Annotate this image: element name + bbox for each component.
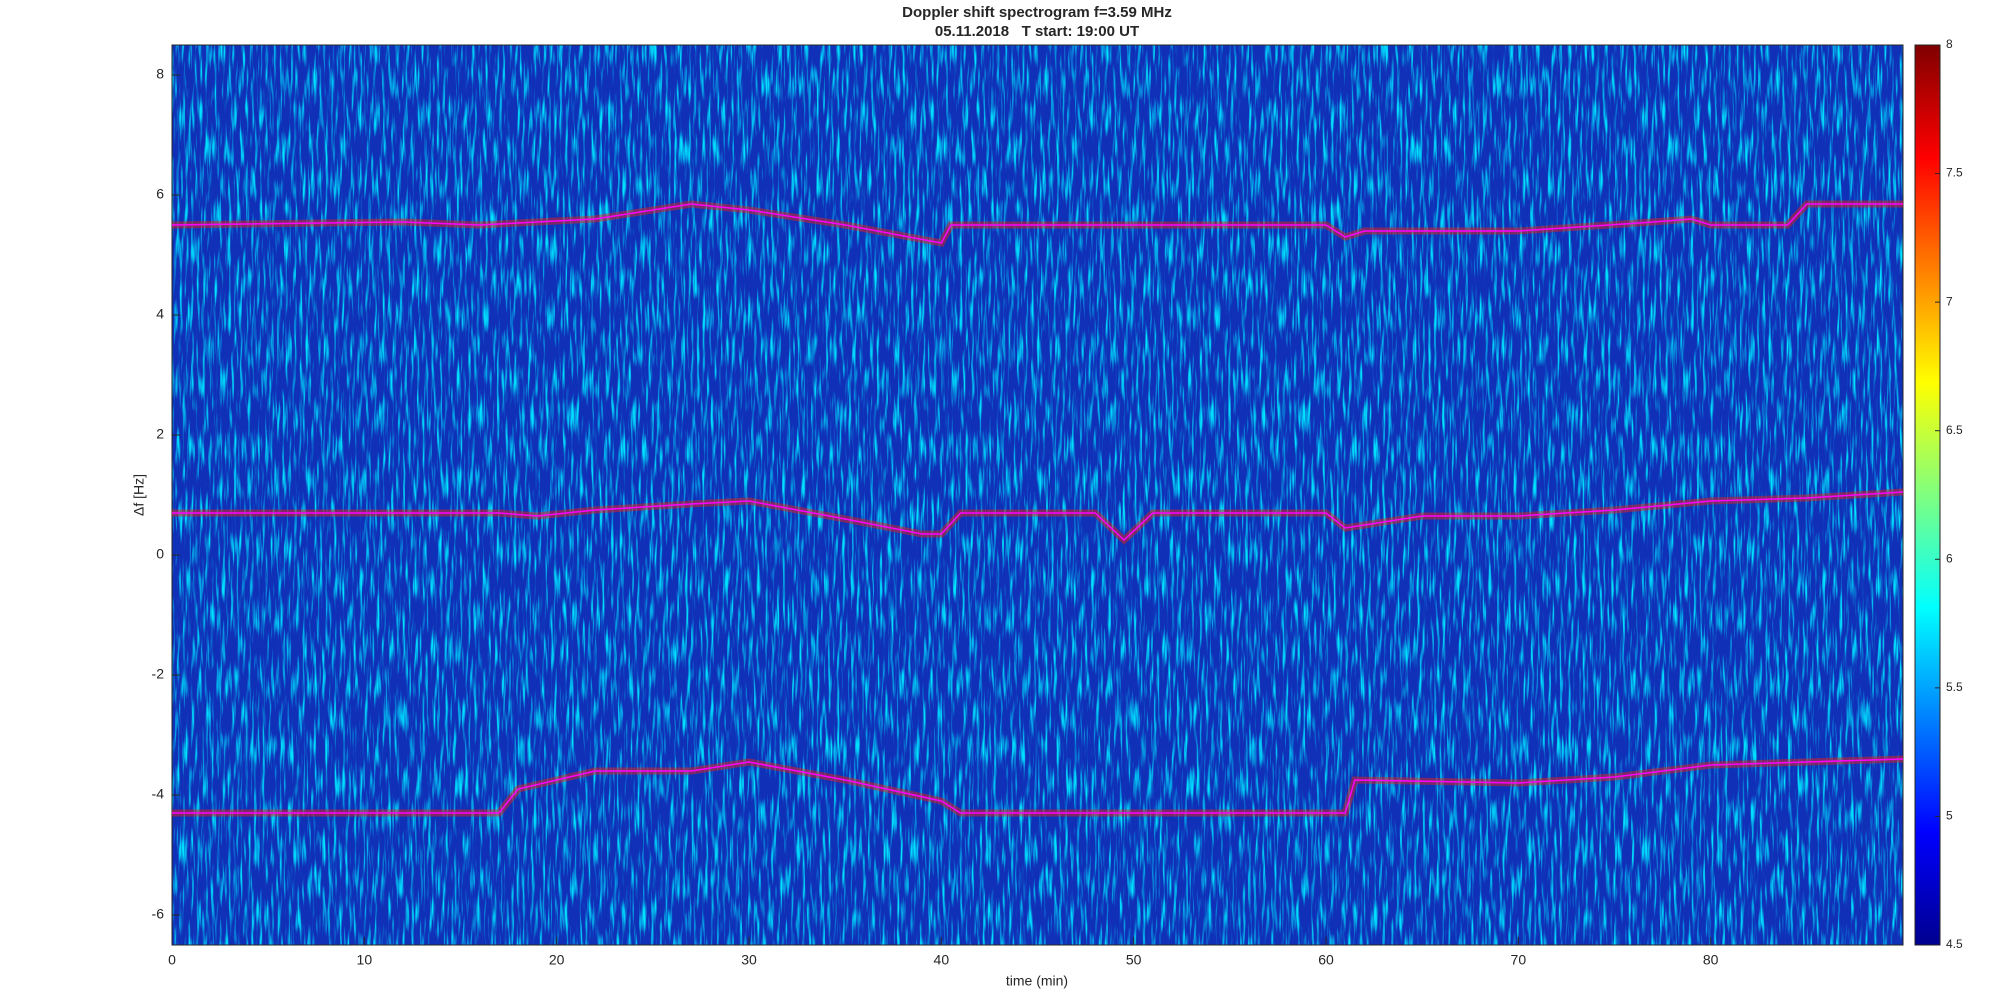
colorbar-tick-label: 7.5: [1946, 166, 1963, 180]
chart-title: Doppler shift spectrogram f=3.59 MHz: [902, 4, 1172, 21]
colorbar-tick-label: 7: [1946, 294, 1953, 308]
x-tick-label: 40: [934, 952, 950, 968]
plot-frame: [171, 44, 1904, 946]
x-tick-label: 80: [1703, 952, 1719, 968]
y-tick-label: -6: [152, 906, 165, 922]
colorbar-tick-label: 6: [1946, 551, 1953, 565]
x-axis-label: time (min): [1006, 973, 1068, 989]
doppler-trace: [172, 203, 1903, 244]
x-tick-label: 50: [1126, 952, 1142, 968]
colorbar: [1914, 44, 1941, 946]
colorbar-tick-label: 5: [1946, 809, 1953, 823]
colorbar-tick-label: 4.5: [1946, 937, 1963, 951]
doppler-trace: [172, 491, 1903, 542]
y-tick-label: -2: [152, 666, 165, 682]
y-tick-label: 0: [156, 546, 164, 562]
x-tick-label: 70: [1511, 952, 1527, 968]
spectrogram-noise: [172, 45, 1903, 945]
y-tick-label: 6: [156, 186, 164, 202]
x-tick-label: 10: [357, 952, 373, 968]
y-axis-label: Δf [Hz]: [131, 474, 147, 516]
y-tick-label: 8: [156, 66, 164, 82]
y-tick-label: 4: [156, 306, 164, 322]
colorbar-tick-label: 6.5: [1946, 423, 1963, 437]
colorbar-tick-label: 8: [1946, 37, 1953, 51]
y-tick-label: 2: [156, 426, 164, 442]
x-tick-label: 30: [741, 952, 757, 968]
doppler-trace: [172, 758, 1903, 814]
x-tick-label: 20: [549, 952, 565, 968]
traces: [172, 200, 1903, 817]
chart-subtitle: 05.11.2018 T start: 19:00 UT: [935, 23, 1139, 40]
x-tick-label: 60: [1318, 952, 1334, 968]
x-tick-label: 0: [168, 952, 176, 968]
y-tick-label: -4: [152, 786, 165, 802]
colorbar-tick-label: 5.5: [1946, 680, 1963, 694]
